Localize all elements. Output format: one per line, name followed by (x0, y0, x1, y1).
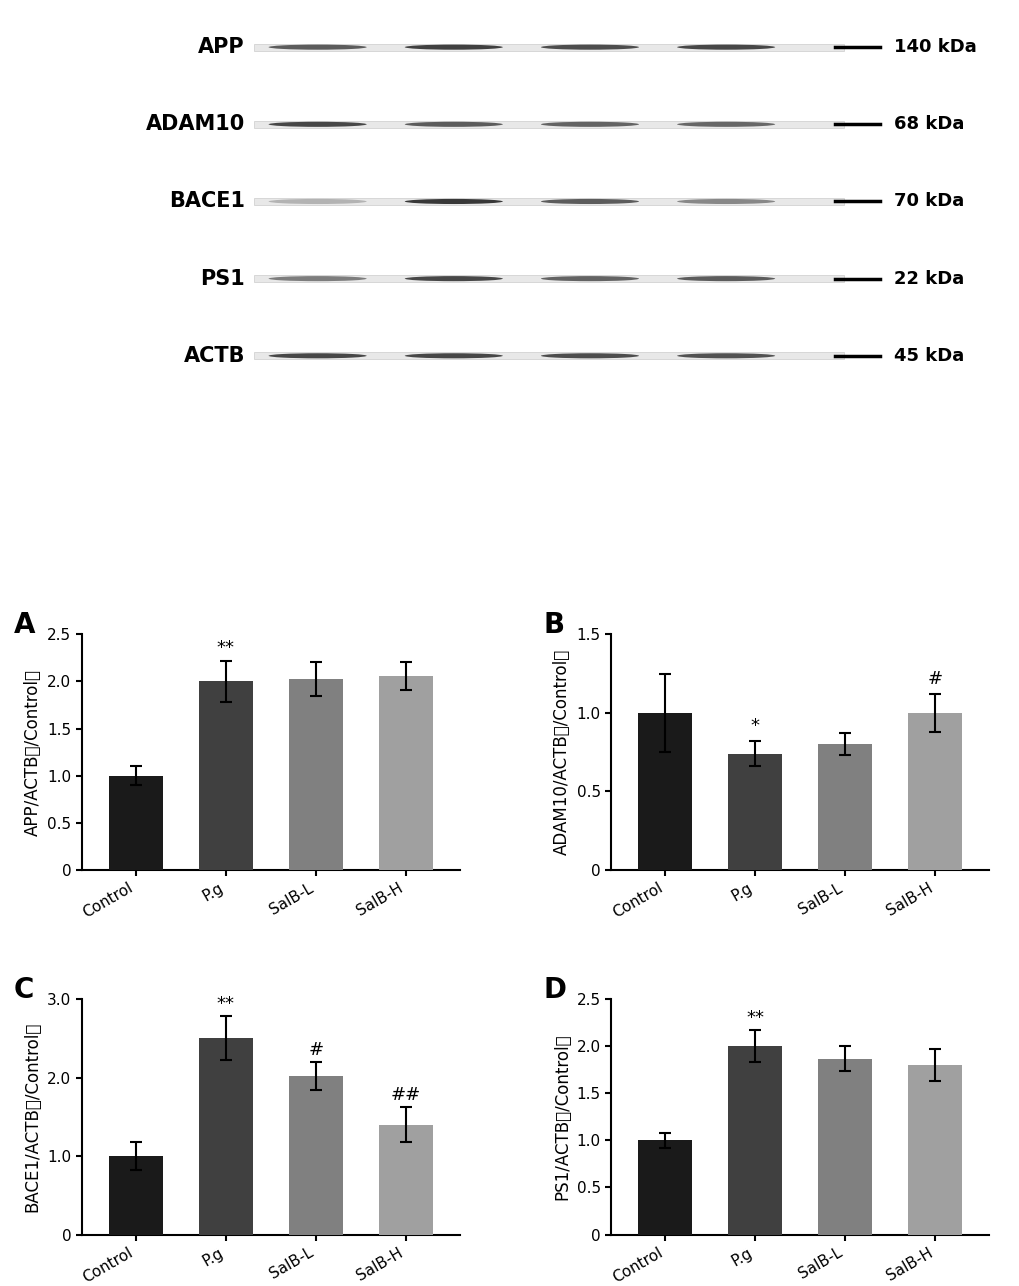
Text: ADAM10: ADAM10 (146, 114, 245, 134)
Bar (254, 121, 844, 127)
Bar (108, 1156, 162, 1235)
Bar (108, 775, 162, 869)
Text: #: # (927, 670, 942, 688)
Bar (288, 1076, 342, 1235)
Bar (908, 712, 962, 869)
Text: 68 kDa: 68 kDa (894, 116, 964, 134)
Ellipse shape (268, 45, 366, 50)
Y-axis label: BACE1/ACTB（/Control）: BACE1/ACTB（/Control） (23, 1021, 42, 1213)
Bar (254, 275, 844, 282)
Y-axis label: PS1/ACTB（/Control）: PS1/ACTB（/Control） (552, 1034, 571, 1200)
Ellipse shape (540, 354, 638, 359)
Ellipse shape (677, 199, 774, 204)
Ellipse shape (540, 45, 638, 50)
Ellipse shape (405, 276, 502, 282)
Text: ##: ## (390, 1087, 421, 1105)
Ellipse shape (677, 276, 774, 282)
Text: 70 kDa: 70 kDa (894, 193, 963, 211)
Ellipse shape (540, 122, 638, 127)
Bar (199, 1038, 253, 1235)
Text: APP: APP (198, 37, 245, 57)
Bar (908, 1065, 962, 1235)
Ellipse shape (405, 122, 502, 127)
Bar (378, 1125, 432, 1235)
Ellipse shape (677, 122, 774, 127)
Bar (817, 745, 871, 869)
Ellipse shape (540, 199, 638, 204)
Text: #: # (308, 1040, 323, 1058)
Text: A: A (13, 611, 35, 639)
Bar (199, 682, 253, 869)
Text: D: D (542, 976, 566, 1003)
Bar (254, 198, 844, 204)
Text: B: B (542, 611, 564, 639)
Ellipse shape (677, 354, 774, 359)
Ellipse shape (405, 354, 502, 359)
Y-axis label: APP/ACTB（/Control）: APP/ACTB（/Control） (23, 669, 42, 836)
Text: PS1: PS1 (200, 269, 245, 288)
Text: BACE1: BACE1 (169, 192, 245, 211)
Bar (254, 352, 844, 359)
Bar (728, 1047, 782, 1235)
Text: 45 kDa: 45 kDa (894, 347, 963, 365)
Ellipse shape (405, 199, 502, 204)
Bar (254, 44, 844, 50)
Bar (817, 1058, 871, 1235)
Bar (378, 676, 432, 869)
Text: **: ** (746, 1008, 763, 1026)
Y-axis label: ADAM10/ACTB（/Control）: ADAM10/ACTB（/Control） (552, 649, 571, 855)
Text: C: C (13, 976, 34, 1003)
Text: **: ** (216, 995, 234, 1013)
Ellipse shape (540, 276, 638, 282)
Ellipse shape (268, 122, 366, 127)
Ellipse shape (677, 45, 774, 50)
Bar (728, 754, 782, 869)
Bar (288, 679, 342, 869)
Text: ACTB: ACTB (183, 346, 245, 365)
Bar (638, 1141, 692, 1235)
Bar (638, 712, 692, 869)
Ellipse shape (405, 45, 502, 50)
Text: *: * (750, 716, 759, 734)
Ellipse shape (268, 276, 366, 282)
Text: 22 kDa: 22 kDa (894, 270, 963, 288)
Text: **: ** (216, 639, 234, 657)
Ellipse shape (268, 354, 366, 359)
Text: 140 kDa: 140 kDa (894, 39, 976, 57)
Ellipse shape (268, 199, 366, 204)
